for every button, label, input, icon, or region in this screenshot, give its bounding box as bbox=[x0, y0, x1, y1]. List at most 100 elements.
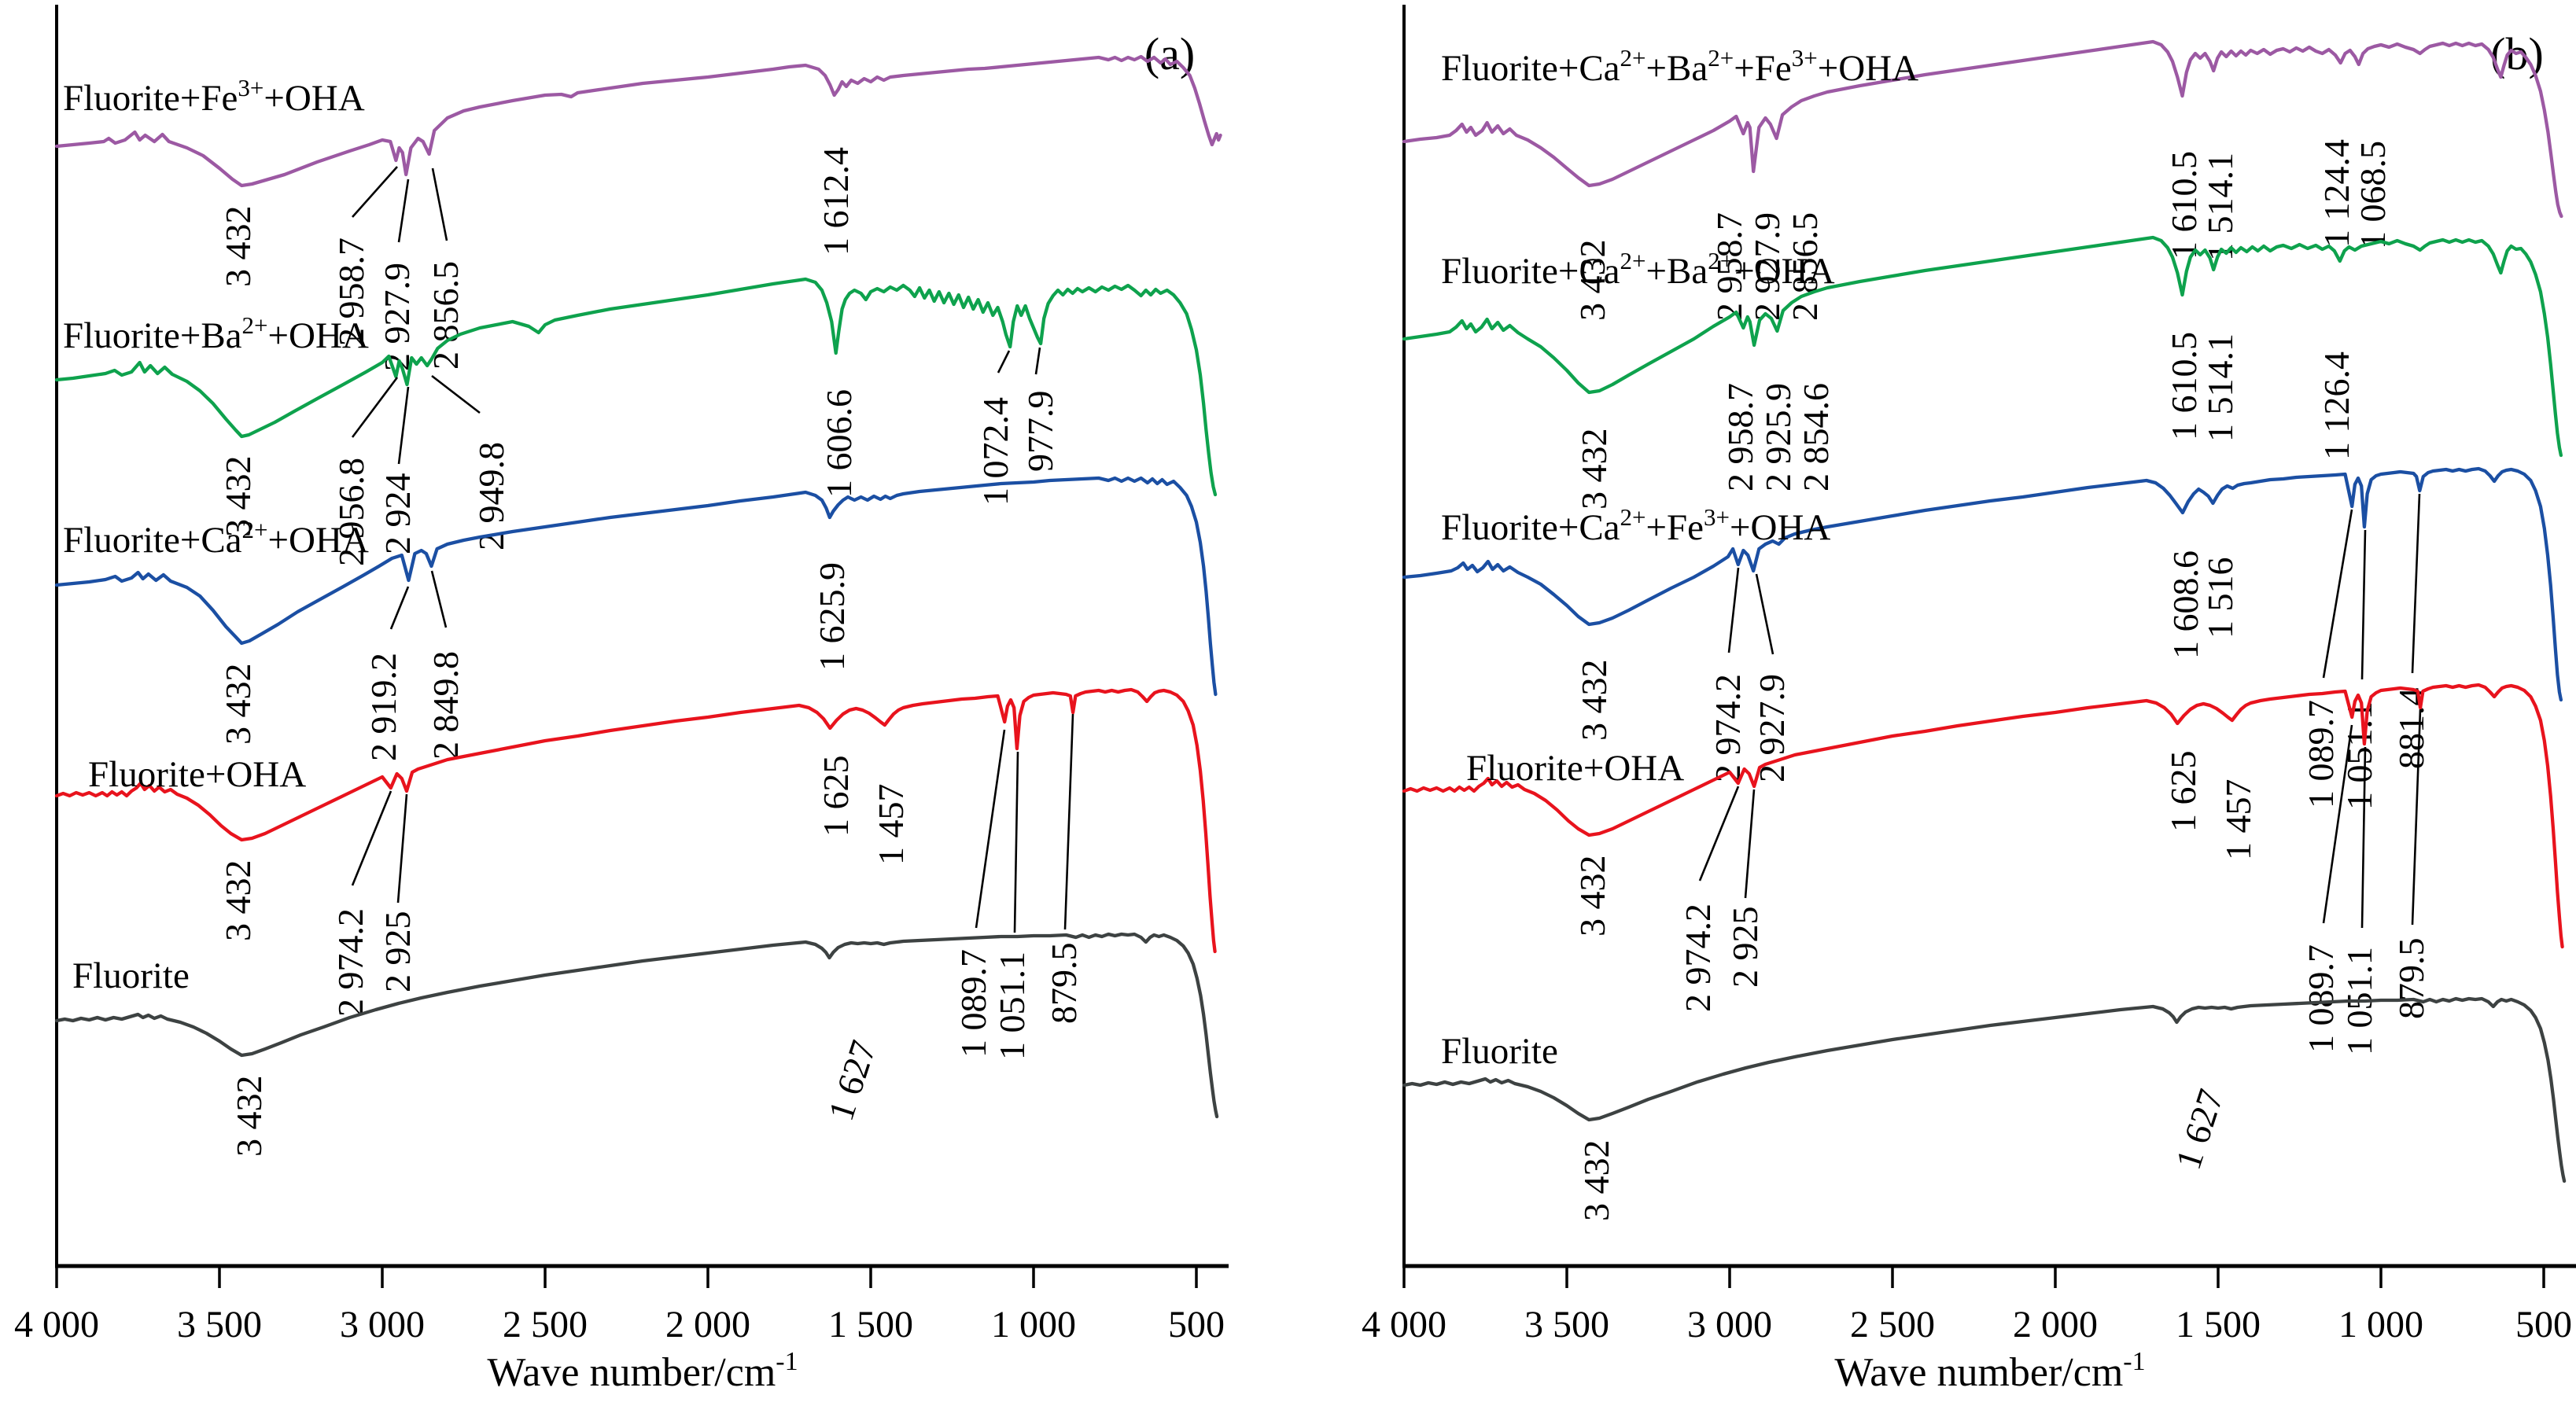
x-tick-label: 3 500 bbox=[177, 1304, 262, 1345]
curve-label-fluorite-ca2-ba2-oha: Fluorite+Ca2++Ba2++OHA bbox=[1441, 247, 1835, 292]
peak-leader-line bbox=[2322, 724, 2353, 924]
peak-annotation: 1 051.1 bbox=[2339, 701, 2379, 810]
curve-label-fluorite-ba2-oha: Fluorite+Ba2++OHA bbox=[63, 311, 369, 356]
peak-annotation: 2 854.6 bbox=[1796, 383, 1836, 491]
peak-leader-line bbox=[2411, 709, 2422, 926]
x-tick-label: 3 000 bbox=[1687, 1304, 1772, 1345]
peak-annotation: 881.4 bbox=[2391, 688, 2431, 770]
peak-annotation: 3 432 bbox=[1574, 429, 1614, 510]
x-tick-label: 2 500 bbox=[1850, 1304, 1935, 1345]
peak-leader-line bbox=[1727, 567, 1740, 653]
peak-annotation: 3 432 bbox=[1574, 660, 1614, 742]
peak-annotation: 977.9 bbox=[1020, 391, 1060, 473]
curve-label-fluorite: Fluorite bbox=[72, 955, 190, 996]
x-tick-label: 3 500 bbox=[1524, 1304, 1609, 1345]
x-tick-label: 2 000 bbox=[2013, 1304, 2098, 1345]
peak-leader-line bbox=[2322, 509, 2353, 679]
peak-leader-line bbox=[397, 386, 410, 465]
x-tick-label: 4 000 bbox=[14, 1304, 99, 1345]
peak-annotation: 1 072.4 bbox=[975, 397, 1015, 506]
x-tick-label: 1 000 bbox=[991, 1304, 1076, 1345]
peak-annotation: 1 457 bbox=[2218, 779, 2258, 861]
spectrum-curve-fluorite-fe3-oha bbox=[54, 54, 1222, 188]
peak-leader-line bbox=[352, 166, 398, 218]
peak-annotation: 3 432 bbox=[218, 456, 258, 538]
peak-annotation: 2 925 bbox=[1725, 907, 1765, 988]
peak-annotation: 1 514.1 bbox=[2200, 333, 2240, 442]
spectrum-curve-fluorite-ca2-ba2-fe3-oha bbox=[1402, 39, 2563, 219]
x-tick-label: 2 500 bbox=[503, 1304, 588, 1345]
x-tick-label: 1 000 bbox=[2338, 1304, 2423, 1345]
peak-leader-line bbox=[430, 570, 448, 628]
peak-annotation: 2 919.2 bbox=[363, 653, 404, 761]
peak-annotation: 2 927.9 bbox=[377, 263, 417, 371]
x-tick-label: 3 000 bbox=[340, 1304, 425, 1345]
peak-annotation: 1 514.1 bbox=[2200, 153, 2240, 261]
peak-annotation: 1 051.1 bbox=[992, 951, 1032, 1060]
peak-annotation: 3 432 bbox=[229, 1076, 269, 1158]
peak-annotation: 2 927.9 bbox=[1747, 212, 1787, 321]
x-axis-title: Wave number/cm-1 bbox=[487, 1347, 798, 1395]
peak-annotation: 2 958.7 bbox=[1709, 212, 1749, 321]
peak-leader-line bbox=[351, 377, 399, 438]
peak-annotation: 1 610.5 bbox=[2164, 151, 2204, 259]
spectrum-curve-fluorite bbox=[54, 932, 1219, 1119]
peak-annotation: 1 089.7 bbox=[2301, 700, 2341, 808]
peak-leader-line bbox=[1755, 573, 1774, 655]
x-tick-label: 1 500 bbox=[2176, 1304, 2261, 1345]
peak-annotation: 1 068.5 bbox=[2353, 141, 2393, 249]
peak-leader-line bbox=[2360, 746, 2367, 929]
peak-leader-line bbox=[1698, 786, 1740, 882]
peak-annotation: 2 958.7 bbox=[1720, 383, 1760, 491]
peak-annotation: 879.5 bbox=[2391, 938, 2431, 1020]
peak-leader-line bbox=[431, 167, 448, 241]
peak-annotation: 3 432 bbox=[218, 206, 258, 288]
curve-label-fluorite-fe3-oha: Fluorite+Fe3++OHA bbox=[63, 74, 365, 119]
peak-annotation: 1 089.7 bbox=[2301, 944, 2341, 1053]
peak-annotation: 1 606.6 bbox=[819, 389, 859, 498]
x-tick-label: 500 bbox=[2515, 1304, 2572, 1345]
peak-annotation: 2 927.9 bbox=[1752, 674, 1792, 782]
spectrum-curve-fluorite-ca2-ba2-oha bbox=[1402, 235, 2563, 458]
peak-annotation: 2 856.5 bbox=[426, 261, 466, 370]
peak-leader-line bbox=[1034, 347, 1041, 375]
peak-annotation: 2 925.9 bbox=[1758, 383, 1798, 491]
spectrum-curve-fluorite-oha bbox=[54, 687, 1217, 954]
peak-annotation: 1 457 bbox=[871, 784, 911, 866]
peak-annotation: 3 432 bbox=[1576, 1140, 1616, 1222]
peak-annotation: 1 625 bbox=[2163, 751, 2203, 833]
peak-annotation: 3 432 bbox=[218, 664, 258, 745]
x-axis-title: Wave number/cm-1 bbox=[1834, 1347, 2145, 1395]
curve-label-fluorite-ca2-fe3-oha: Fluorite+Ca2++Fe3++OHA bbox=[1441, 503, 1830, 548]
peak-annotation: 2 974.2 bbox=[1708, 674, 1748, 782]
peak-leader-line bbox=[396, 793, 408, 904]
spectrum-curve-fluorite-oha bbox=[1402, 683, 2564, 949]
peak-leader-line bbox=[397, 179, 410, 243]
curve-label-fluorite-oha: Fluorite+OHA bbox=[88, 754, 306, 795]
peak-annotation: 1 516 bbox=[2200, 558, 2240, 639]
curve-label-fluorite: Fluorite bbox=[1441, 1031, 1558, 1072]
panel-a: 4 000 3 500 3 000 2 500 2 000 1 500 1 000 500 Wa… bbox=[14, 5, 1229, 1395]
peak-annotation: 2 956.8 bbox=[331, 458, 371, 566]
x-tick-label: 500 bbox=[1168, 1304, 1225, 1345]
peak-annotation: 1 627 bbox=[2168, 1084, 2231, 1174]
spectrum-curve-fluorite-ca2-oha bbox=[54, 476, 1218, 697]
peak-annotation: 1 610.5 bbox=[2164, 332, 2204, 440]
peak-annotation: 2 849.8 bbox=[426, 651, 466, 760]
peak-leader-line bbox=[351, 790, 392, 886]
curve-label-fluorite-ca2-oha: Fluorite+Ca2++OHA bbox=[63, 516, 369, 561]
peak-annotation: 1 612.4 bbox=[816, 147, 856, 256]
peak-annotation: 1 625 bbox=[816, 756, 856, 837]
peak-annotation: 2 974.2 bbox=[1678, 904, 1718, 1012]
x-tick-label: 1 500 bbox=[828, 1304, 913, 1345]
peak-annotation: 1 089.7 bbox=[953, 949, 993, 1058]
peak-annotation: 1 625.9 bbox=[812, 562, 852, 671]
peak-annotation: 1 627 bbox=[820, 1036, 883, 1125]
spectrum-curve-fluorite-ca2-fe3-oha bbox=[1402, 466, 2563, 702]
peak-leader-line bbox=[431, 374, 481, 414]
panel-b: 4 000 3 500 3 000 2 500 2 000 1 500 1 000 500 Wa… bbox=[1362, 5, 2576, 1395]
peak-annotation: 2 924 bbox=[378, 473, 418, 555]
peak-leader-line bbox=[2411, 493, 2421, 674]
peak-annotation: 1 126.4 bbox=[2316, 352, 2357, 460]
